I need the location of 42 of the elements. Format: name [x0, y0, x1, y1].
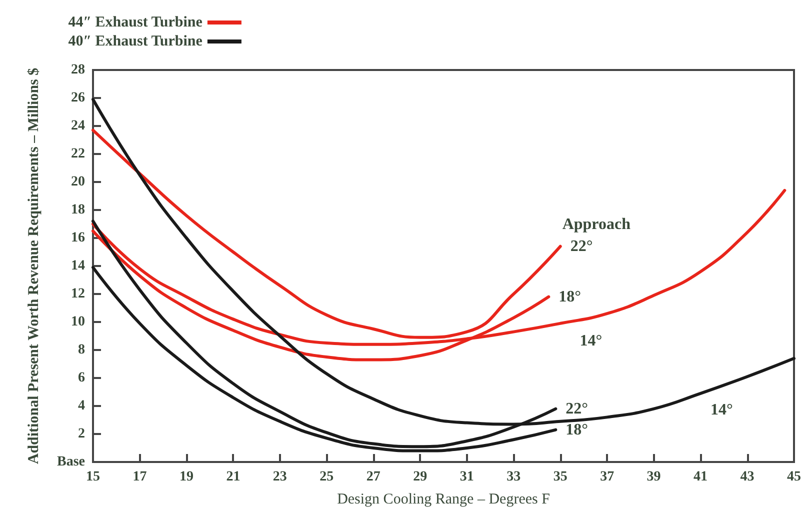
legend-label: 40″ Exhaust Turbine [68, 34, 203, 50]
x-tick-label: 17 [132, 470, 147, 484]
x-tick-label: 45 [787, 470, 801, 484]
y-tick-label: 4 [78, 398, 85, 414]
y-tick-label: 8 [78, 342, 85, 358]
x-tick-label: 23 [272, 470, 287, 484]
annotation: 18° [558, 288, 582, 306]
y-tick-label: Base [57, 454, 85, 470]
annotation: 18° [566, 421, 588, 438]
x-tick-label: 39 [646, 470, 661, 484]
x-tick-label: 31 [460, 470, 474, 484]
y-tick-label: 20 [71, 174, 85, 190]
y-tick-label: 22 [71, 146, 85, 162]
x-tick-label: 27 [366, 470, 380, 484]
y-tick-label: 14 [71, 258, 85, 274]
y-tick-label: 6 [78, 370, 85, 386]
y-tick-label: 26 [71, 90, 85, 106]
y-tick-label: 2 [78, 426, 85, 442]
x-tick-label: 29 [413, 470, 428, 484]
x-tick-label: 15 [86, 470, 100, 484]
y-tick-label: 28 [71, 62, 85, 78]
legend-label: 44″ Exhaust Turbine [68, 14, 203, 30]
annotation: 14° [580, 332, 602, 350]
x-tick-label: 37 [600, 470, 614, 484]
x-tick-label: 43 [740, 470, 754, 484]
y-tick-label: 12 [71, 286, 85, 302]
annotation: 22° [570, 238, 593, 255]
x-axis-title: Design Cooling Range – Degrees F [337, 492, 550, 508]
annotation: Approach [562, 216, 631, 233]
x-tick-label: 19 [179, 470, 194, 484]
annotation: 14° [710, 401, 733, 418]
x-tick-label: 33 [506, 470, 521, 484]
annotation: 22° [566, 400, 588, 418]
y-axis-title: Additional Present Worth Revenue Requirements – Millions $ [26, 67, 42, 464]
y-tick-label: 24 [71, 118, 85, 134]
x-tick-label: 35 [553, 470, 568, 484]
x-tick-label: 21 [226, 470, 240, 484]
y-tick-label: 10 [71, 314, 85, 330]
y-tick-label: 16 [71, 230, 85, 246]
x-tick-label: 25 [320, 470, 334, 484]
x-tick-label: 41 [694, 470, 708, 484]
y-tick-label: 18 [71, 202, 85, 218]
